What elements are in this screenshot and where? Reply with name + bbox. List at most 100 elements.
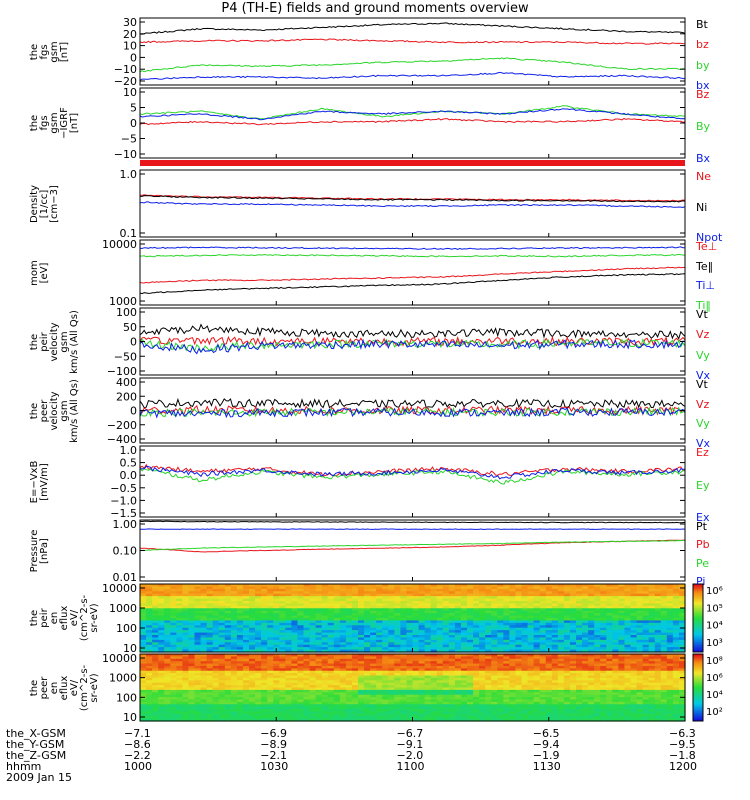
spectrogram-cell	[563, 630, 571, 634]
spectrogram-cell	[648, 673, 656, 677]
spectrogram-cell	[660, 656, 668, 660]
spectrogram-cell	[351, 642, 359, 646]
spectrogram-cell	[569, 692, 577, 696]
spectrogram-cell	[424, 649, 432, 653]
spectrogram-cell	[249, 658, 256, 662]
spectrogram-cell	[642, 680, 650, 684]
spectrogram-cell	[255, 699, 262, 703]
spectrogram-cell	[206, 682, 214, 686]
spectrogram-cell	[660, 627, 668, 631]
spectrogram-cell	[146, 711, 153, 715]
spectrogram-cell	[636, 699, 644, 703]
spectrogram-cell	[176, 675, 183, 679]
spectrogram-cell	[606, 588, 613, 592]
spectrogram-cell	[594, 675, 601, 679]
spectrogram-cell	[388, 605, 395, 609]
spectrogram-cell	[382, 625, 389, 629]
spectrogram-cell	[606, 615, 613, 619]
spectrogram-cell	[436, 689, 444, 693]
spectrogram-cell	[394, 658, 401, 662]
spectrogram-cell	[424, 618, 432, 622]
spectrogram-cell	[418, 603, 426, 607]
spectrogram-cell	[648, 706, 656, 710]
spectrogram-cell	[473, 709, 480, 713]
panel-7: 1.00.50.0−0.5−1.0−1.5	[110, 444, 686, 520]
spectrogram-cell	[630, 608, 638, 612]
spectrogram-cell	[321, 644, 329, 648]
spectrogram-cell	[648, 601, 656, 605]
spectrogram-cell	[273, 711, 280, 715]
spectrogram-cell	[315, 689, 323, 693]
spectrogram-cell	[473, 685, 480, 689]
spectrogram-cell	[467, 586, 474, 590]
spectrogram-cell	[345, 675, 353, 679]
spectrogram-cell	[454, 613, 462, 617]
spectrogram-cell	[678, 608, 686, 612]
spectrogram-cell	[588, 622, 595, 626]
spectrogram-cell	[642, 656, 650, 660]
spectrogram-cell	[576, 586, 583, 590]
spectrogram-cell	[333, 680, 341, 684]
spectrogram-cell	[594, 586, 601, 590]
spectrogram-cell	[394, 687, 401, 691]
spectrogram-cell	[479, 584, 486, 588]
spectrogram-cell	[351, 701, 359, 705]
spectrogram-cell	[206, 601, 214, 605]
spectrogram-cell	[376, 632, 383, 636]
spectrogram-cell	[400, 663, 408, 667]
spectrogram-cell	[654, 620, 662, 624]
spectrogram-cell	[146, 699, 153, 703]
spectrogram-cell	[521, 670, 529, 674]
spectrogram-cell	[297, 625, 305, 629]
spectrogram-cell	[370, 673, 377, 677]
spectrogram-cell	[612, 709, 619, 713]
spectrogram-cell	[339, 601, 347, 605]
spectrogram-cell	[255, 627, 262, 631]
spectrogram-cell	[224, 591, 232, 595]
spectrogram-cell	[406, 692, 414, 696]
spectrogram-cell	[551, 649, 559, 653]
spectrogram-cell	[376, 596, 383, 600]
spectrogram-cell	[152, 677, 159, 681]
spectrogram-cell	[218, 711, 226, 715]
spectrogram-cell	[327, 627, 335, 631]
spectrogram-cell	[624, 618, 632, 622]
y-tick-label: 0.1	[120, 227, 138, 240]
spectrogram-cell	[339, 709, 347, 713]
spectrogram-cell	[539, 637, 547, 641]
spectrogram-cell	[394, 596, 401, 600]
spectrogram-cell	[648, 639, 656, 643]
spectrogram-cell	[569, 608, 577, 612]
spectrogram-cell	[473, 642, 480, 646]
spectrogram-cell	[406, 663, 414, 667]
spectrogram-cell	[285, 625, 292, 629]
spectrogram-cell	[158, 706, 165, 710]
spectrogram-cell	[140, 613, 147, 617]
spectrogram-cell	[388, 675, 395, 679]
spectrogram-cell	[557, 642, 565, 646]
spectrogram-cell	[224, 673, 232, 677]
spectrogram-cell	[624, 689, 632, 693]
spectrogram-cell	[576, 642, 583, 646]
spectrogram-cell	[412, 711, 420, 715]
colorbar-segment	[693, 618, 703, 621]
spectrogram-cell	[600, 682, 607, 686]
spectrogram-cell	[600, 635, 607, 639]
spectrogram-cell	[140, 704, 147, 708]
spectrogram-cell	[485, 670, 492, 674]
spectrogram-cell	[376, 704, 383, 708]
spectrogram-cell	[400, 625, 408, 629]
spectrogram-cell	[600, 586, 607, 590]
spectrogram-cell	[206, 630, 214, 634]
spectrogram-cell	[267, 701, 274, 705]
spectrogram-cell	[666, 689, 674, 693]
spectrogram-cell	[672, 615, 680, 619]
spectrogram-cell	[594, 644, 601, 648]
spectrogram-cell	[279, 601, 286, 605]
spectrogram-cell	[448, 608, 456, 612]
spectrogram-cell	[545, 635, 553, 639]
spectrogram-cell	[600, 656, 607, 660]
spectrogram-cell	[406, 630, 414, 634]
spectrogram-cell	[176, 687, 183, 691]
spectrogram-cell	[648, 598, 656, 602]
